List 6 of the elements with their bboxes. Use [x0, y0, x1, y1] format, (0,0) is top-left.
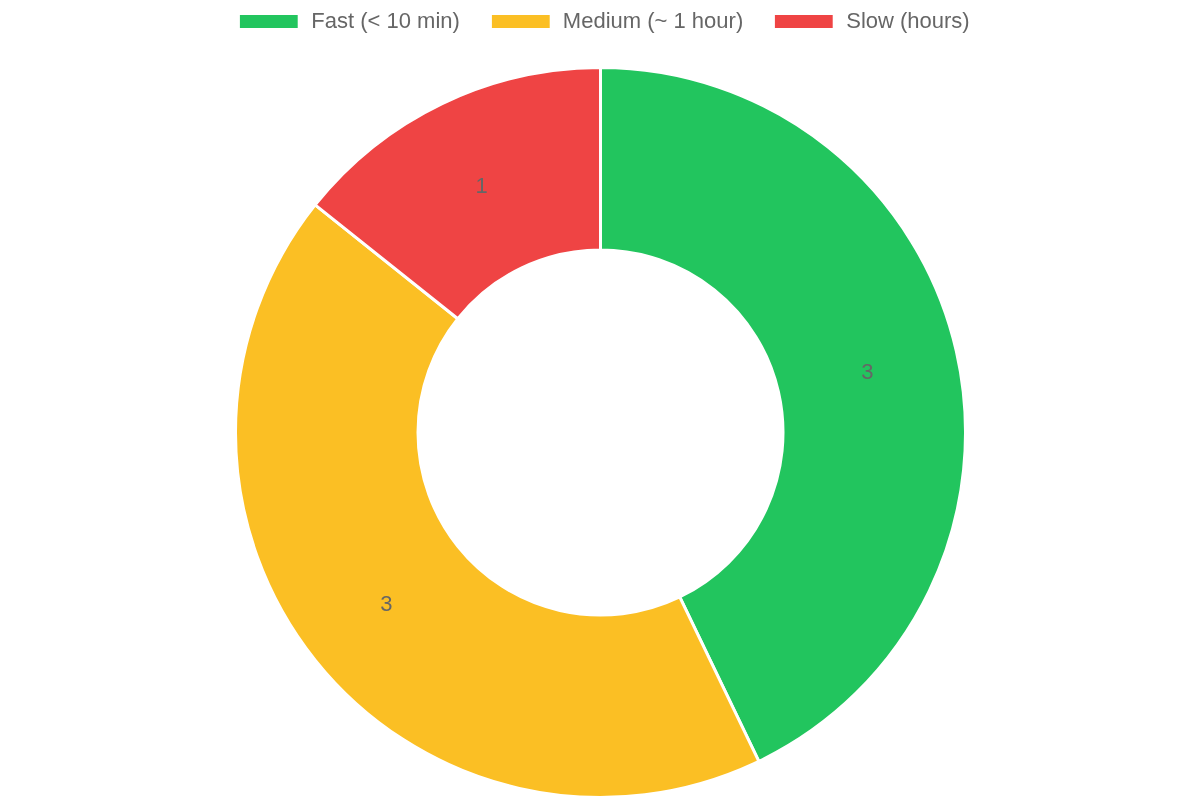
legend-label: Fast (< 10 min): [311, 8, 460, 34]
data-label: 3: [861, 359, 874, 385]
legend-label: Slow (hours): [846, 8, 970, 34]
data-label: 1: [475, 173, 488, 199]
legend-label: Medium (~ 1 hour): [562, 8, 744, 34]
data-label: 3: [380, 590, 393, 616]
